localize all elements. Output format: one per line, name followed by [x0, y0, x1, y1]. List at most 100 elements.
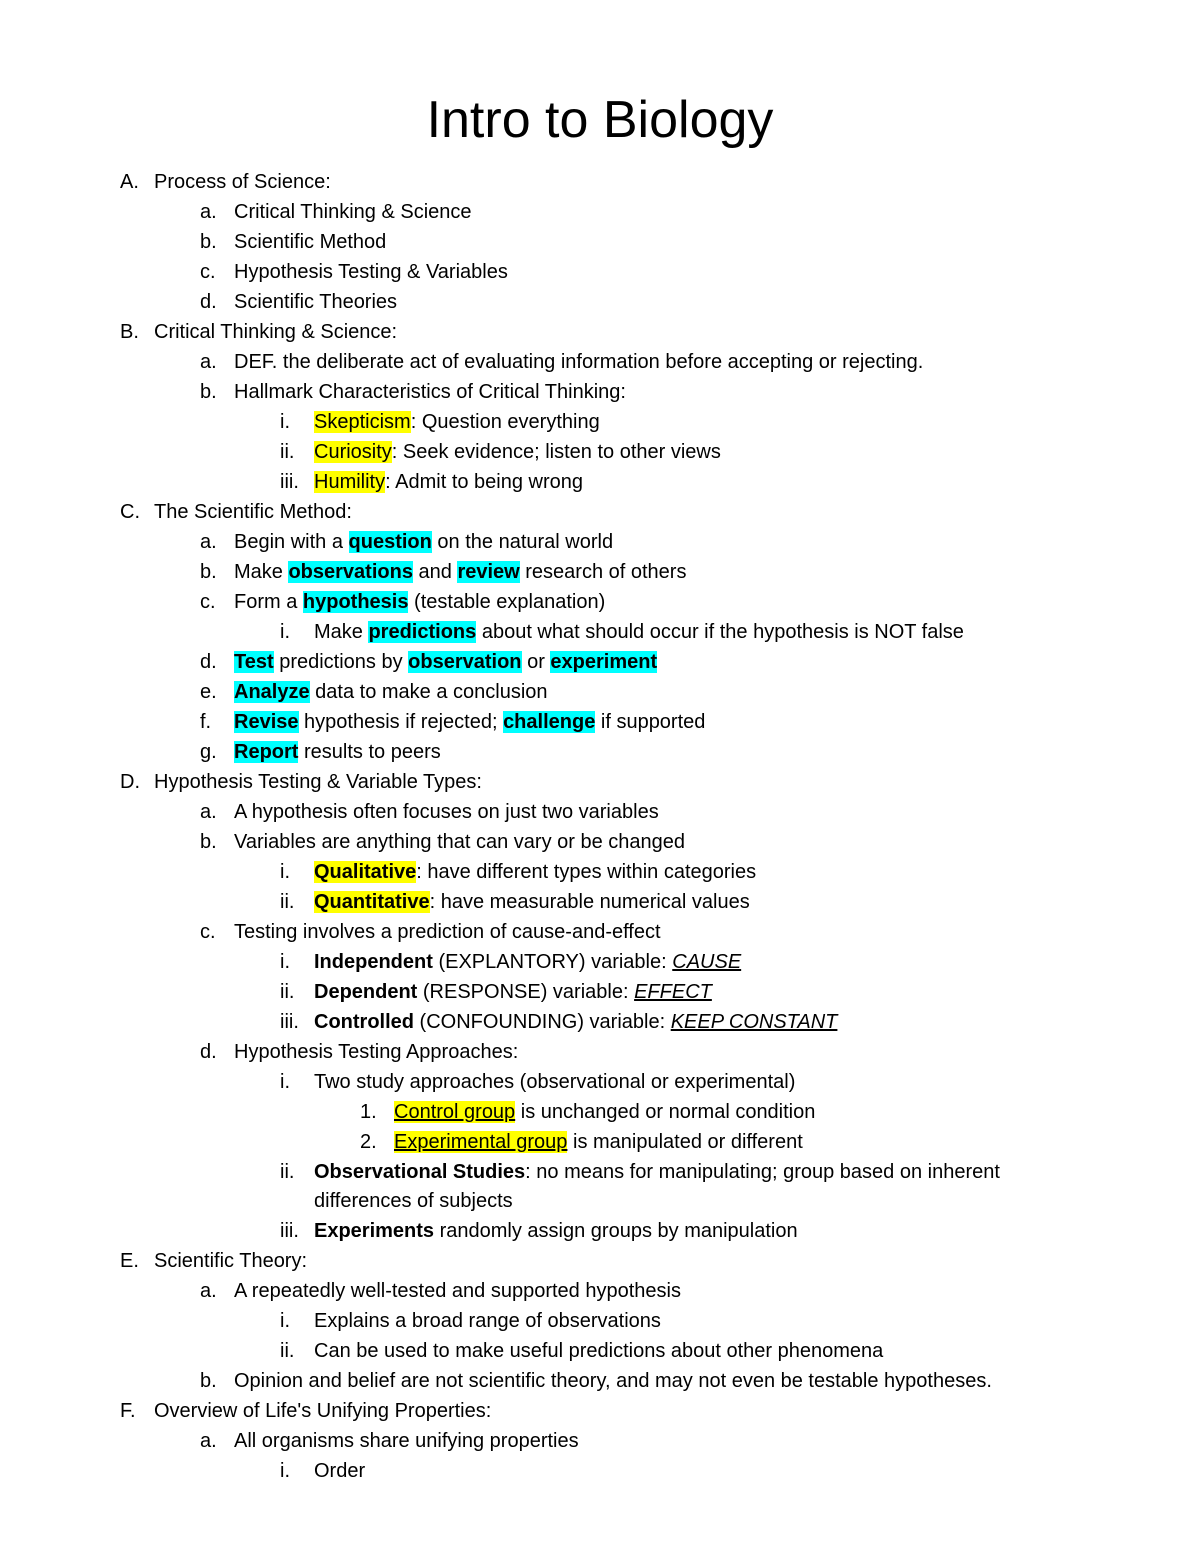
outline-item: d.Test predictions by observation or exp…: [120, 648, 1080, 677]
outline-marker: b.: [200, 828, 234, 857]
outline-marker: E.: [120, 1247, 154, 1276]
outline-item: iii.Controlled (CONFOUNDING) variable: K…: [120, 1008, 1080, 1037]
text-run: and: [413, 561, 457, 583]
outline-content: Scientific Method: [234, 228, 1080, 257]
outline-item: 1.Control group is unchanged or normal c…: [120, 1098, 1080, 1127]
outline-item: d.Hypothesis Testing Approaches:: [120, 1038, 1080, 1067]
outline-marker: a.: [200, 528, 234, 557]
outline-marker: a.: [200, 1427, 234, 1456]
outline-item: b.Make observations and review research …: [120, 558, 1080, 587]
outline-content: DEF. the deliberate act of evaluating in…: [234, 348, 1080, 377]
outline-content: Independent (EXPLANTORY) variable: CAUSE: [314, 948, 1080, 977]
outline-item: a.Critical Thinking & Science: [120, 198, 1080, 227]
outline-item: ii.Quantitative: have measurable numeric…: [120, 888, 1080, 917]
text-run: (EXPLANTORY) variable:: [433, 951, 672, 973]
outline-content: Begin with a question on the natural wor…: [234, 528, 1080, 557]
text-run: observation: [408, 651, 521, 673]
outline-item: b.Scientific Method: [120, 228, 1080, 257]
outline-item: b.Variables are anything that can vary o…: [120, 828, 1080, 857]
text-run: Begin with a: [234, 531, 349, 553]
outline-marker: i.: [280, 948, 314, 977]
outline-marker: iii.: [280, 1217, 314, 1246]
text-run: Quantitative: [314, 891, 430, 913]
text-run: Opinion and belief are not scientific th…: [234, 1370, 992, 1392]
outline-item: d.Scientific Theories: [120, 288, 1080, 317]
outline-marker: g.: [200, 738, 234, 767]
text-run: A repeatedly well-tested and supported h…: [234, 1280, 681, 1302]
text-run: if supported: [595, 711, 705, 733]
outline-content: Critical Thinking & Science: [234, 198, 1080, 227]
outline-item: e.Analyze data to make a conclusion: [120, 678, 1080, 707]
outline-content: Hypothesis Testing Approaches:: [234, 1038, 1080, 1067]
outline-content: Hypothesis Testing & Variable Types:: [154, 768, 1080, 797]
outline-item: i.Make predictions about what should occ…: [120, 618, 1080, 647]
text-run: is manipulated or different: [567, 1131, 802, 1153]
outline-content: Make observations and review research of…: [234, 558, 1080, 587]
text-run: : Question everything: [411, 411, 600, 433]
text-run: Curiosity: [314, 441, 392, 463]
outline-item: c.Form a hypothesis (testable explanatio…: [120, 588, 1080, 617]
outline-marker: d.: [200, 288, 234, 317]
outline-item: a.DEF. the deliberate act of evaluating …: [120, 348, 1080, 377]
outline-marker: i.: [280, 408, 314, 437]
text-run: predictions: [368, 621, 476, 643]
outline-item: F.Overview of Life's Unifying Properties…: [120, 1397, 1080, 1426]
outline-item: B.Critical Thinking & Science:: [120, 318, 1080, 347]
text-run: Report: [234, 741, 298, 763]
outline-content: Critical Thinking & Science:: [154, 318, 1080, 347]
outline-content: Revise hypothesis if rejected; challenge…: [234, 708, 1080, 737]
text-run: Testing involves a prediction of cause-a…: [234, 921, 661, 943]
text-run: All organisms share unifying properties: [234, 1430, 579, 1452]
outline-content: Hypothesis Testing & Variables: [234, 258, 1080, 287]
outline-item: i.Qualitative: have different types with…: [120, 858, 1080, 887]
text-run: (RESPONSE) variable:: [417, 981, 634, 1003]
text-run: Independent: [314, 951, 433, 973]
outline-content: Skepticism: Question everything: [314, 408, 1080, 437]
text-run: or: [522, 651, 551, 673]
outline-marker: ii.: [280, 978, 314, 1007]
text-run: Can be used to make useful predictions a…: [314, 1340, 883, 1362]
outline-content: Order: [314, 1457, 1080, 1486]
outline-marker: a.: [200, 198, 234, 227]
text-run: : Seek evidence; listen to other views: [392, 441, 721, 463]
outline-marker: ii.: [280, 1158, 314, 1216]
text-run: Variables are anything that can vary or …: [234, 831, 685, 853]
text-run: (CONFOUNDING) variable:: [414, 1011, 671, 1033]
outline-marker: ii.: [280, 1337, 314, 1366]
outline-marker: 2.: [360, 1128, 394, 1157]
outline-item: C.The Scientific Method:: [120, 498, 1080, 527]
outline-item: b.Hallmark Characteristics of Critical T…: [120, 378, 1080, 407]
outline-item: b.Opinion and belief are not scientific …: [120, 1367, 1080, 1396]
text-run: Controlled: [314, 1011, 414, 1033]
outline-content: A repeatedly well-tested and supported h…: [234, 1277, 1080, 1306]
text-run: Critical Thinking & Science:: [154, 321, 397, 343]
outline-item: ii.Dependent (RESPONSE) variable: EFFECT: [120, 978, 1080, 1007]
text-run: hypothesis: [303, 591, 409, 613]
outline-marker: i.: [280, 618, 314, 647]
outline-marker: i.: [280, 858, 314, 887]
outline-content: Analyze data to make a conclusion: [234, 678, 1080, 707]
outline-content: Form a hypothesis (testable explanation): [234, 588, 1080, 617]
outline-content: Explains a broad range of observations: [314, 1307, 1080, 1336]
outline-content: Scientific Theory:: [154, 1247, 1080, 1276]
outline-content: Humility: Admit to being wrong: [314, 468, 1080, 497]
outline-item: i.Order: [120, 1457, 1080, 1486]
text-run: Dependent: [314, 981, 417, 1003]
outline-marker: C.: [120, 498, 154, 527]
outline-content: Curiosity: Seek evidence; listen to othe…: [314, 438, 1080, 467]
outline-content: A hypothesis often focuses on just two v…: [234, 798, 1080, 827]
outline-content: Observational Studies: no means for mani…: [314, 1158, 1080, 1216]
outline-content: Experimental group is manipulated or dif…: [394, 1128, 1080, 1157]
text-run: data to make a conclusion: [310, 681, 548, 703]
text-run: A hypothesis often focuses on just two v…: [234, 801, 659, 823]
outline-item: A.Process of Science:: [120, 168, 1080, 197]
outline-marker: ii.: [280, 888, 314, 917]
outline-content: Variables are anything that can vary or …: [234, 828, 1080, 857]
outline-content: Report results to peers: [234, 738, 1080, 767]
outline-item: ii.Observational Studies: no means for m…: [120, 1158, 1080, 1216]
outline-content: Controlled (CONFOUNDING) variable: KEEP …: [314, 1008, 1080, 1037]
text-run: is unchanged or normal condition: [515, 1101, 815, 1123]
text-run: Hypothesis Testing & Variable Types:: [154, 771, 482, 793]
outline-content: Can be used to make useful predictions a…: [314, 1337, 1080, 1366]
outline-marker: e.: [200, 678, 234, 707]
